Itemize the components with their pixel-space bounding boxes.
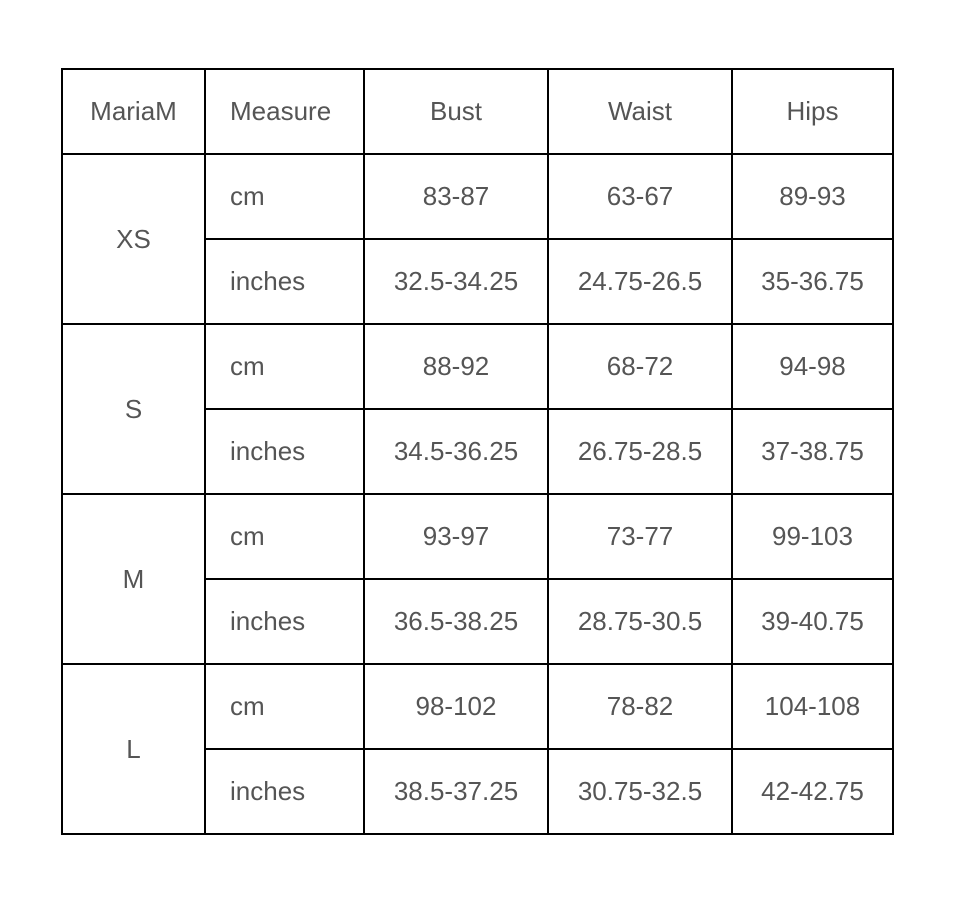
hips-value: 89-93	[731, 153, 894, 240]
table-row: inches 34.5-36.25 26.75-28.5 37-38.75	[62, 408, 894, 495]
waist-value: 63-67	[547, 153, 733, 240]
bust-value: 88-92	[363, 323, 549, 410]
bust-value: 32.5-34.25	[363, 238, 549, 325]
bust-value: 38.5-37.25	[363, 748, 549, 835]
bust-value: 93-97	[363, 493, 549, 580]
size-label: XS	[61, 153, 206, 325]
hips-value: 94-98	[731, 323, 894, 410]
header-hips: Hips	[731, 68, 894, 155]
header-bust: Bust	[363, 68, 549, 155]
waist-value: 73-77	[547, 493, 733, 580]
table-row: inches 36.5-38.25 28.75-30.5 39-40.75	[62, 578, 894, 665]
measure-unit: inches	[204, 578, 365, 665]
waist-value: 68-72	[547, 323, 733, 410]
measure-unit: cm	[204, 323, 365, 410]
waist-value: 78-82	[547, 663, 733, 750]
bust-value: 98-102	[363, 663, 549, 750]
size-label: L	[61, 663, 206, 835]
hips-value: 35-36.75	[731, 238, 894, 325]
bust-value: 36.5-38.25	[363, 578, 549, 665]
hips-value: 39-40.75	[731, 578, 894, 665]
hips-value: 104-108	[731, 663, 894, 750]
table-row: XS cm 83-87 63-67 89-93	[61, 153, 894, 325]
size-label: M	[61, 493, 206, 665]
bust-value: 83-87	[363, 153, 549, 240]
measure-unit: inches	[204, 408, 365, 495]
table-row: inches 38.5-37.25 30.75-32.5 42-42.75	[62, 748, 894, 835]
waist-value: 24.75-26.5	[547, 238, 733, 325]
measure-unit: cm	[204, 153, 365, 240]
measure-unit: cm	[204, 493, 365, 580]
hips-value: 37-38.75	[731, 408, 894, 495]
header-brand: MariaM	[61, 68, 206, 155]
measure-unit: cm	[204, 663, 365, 750]
table-row: inches 32.5-34.25 24.75-26.5 35-36.75	[62, 238, 894, 325]
size-label: S	[61, 323, 206, 495]
waist-value: 30.75-32.5	[547, 748, 733, 835]
measure-unit: inches	[204, 238, 365, 325]
waist-value: 26.75-28.5	[547, 408, 733, 495]
bust-value: 34.5-36.25	[363, 408, 549, 495]
header-measure: Measure	[204, 68, 365, 155]
hips-value: 42-42.75	[731, 748, 894, 835]
measure-unit: inches	[204, 748, 365, 835]
header-waist: Waist	[547, 68, 733, 155]
header-row: MariaM Measure Bust Waist Hips	[61, 68, 894, 155]
size-chart-table: MariaM Measure Bust Waist Hips XS cm 83-87…	[61, 68, 894, 835]
waist-value: 28.75-30.5	[547, 578, 733, 665]
hips-value: 99-103	[731, 493, 894, 580]
